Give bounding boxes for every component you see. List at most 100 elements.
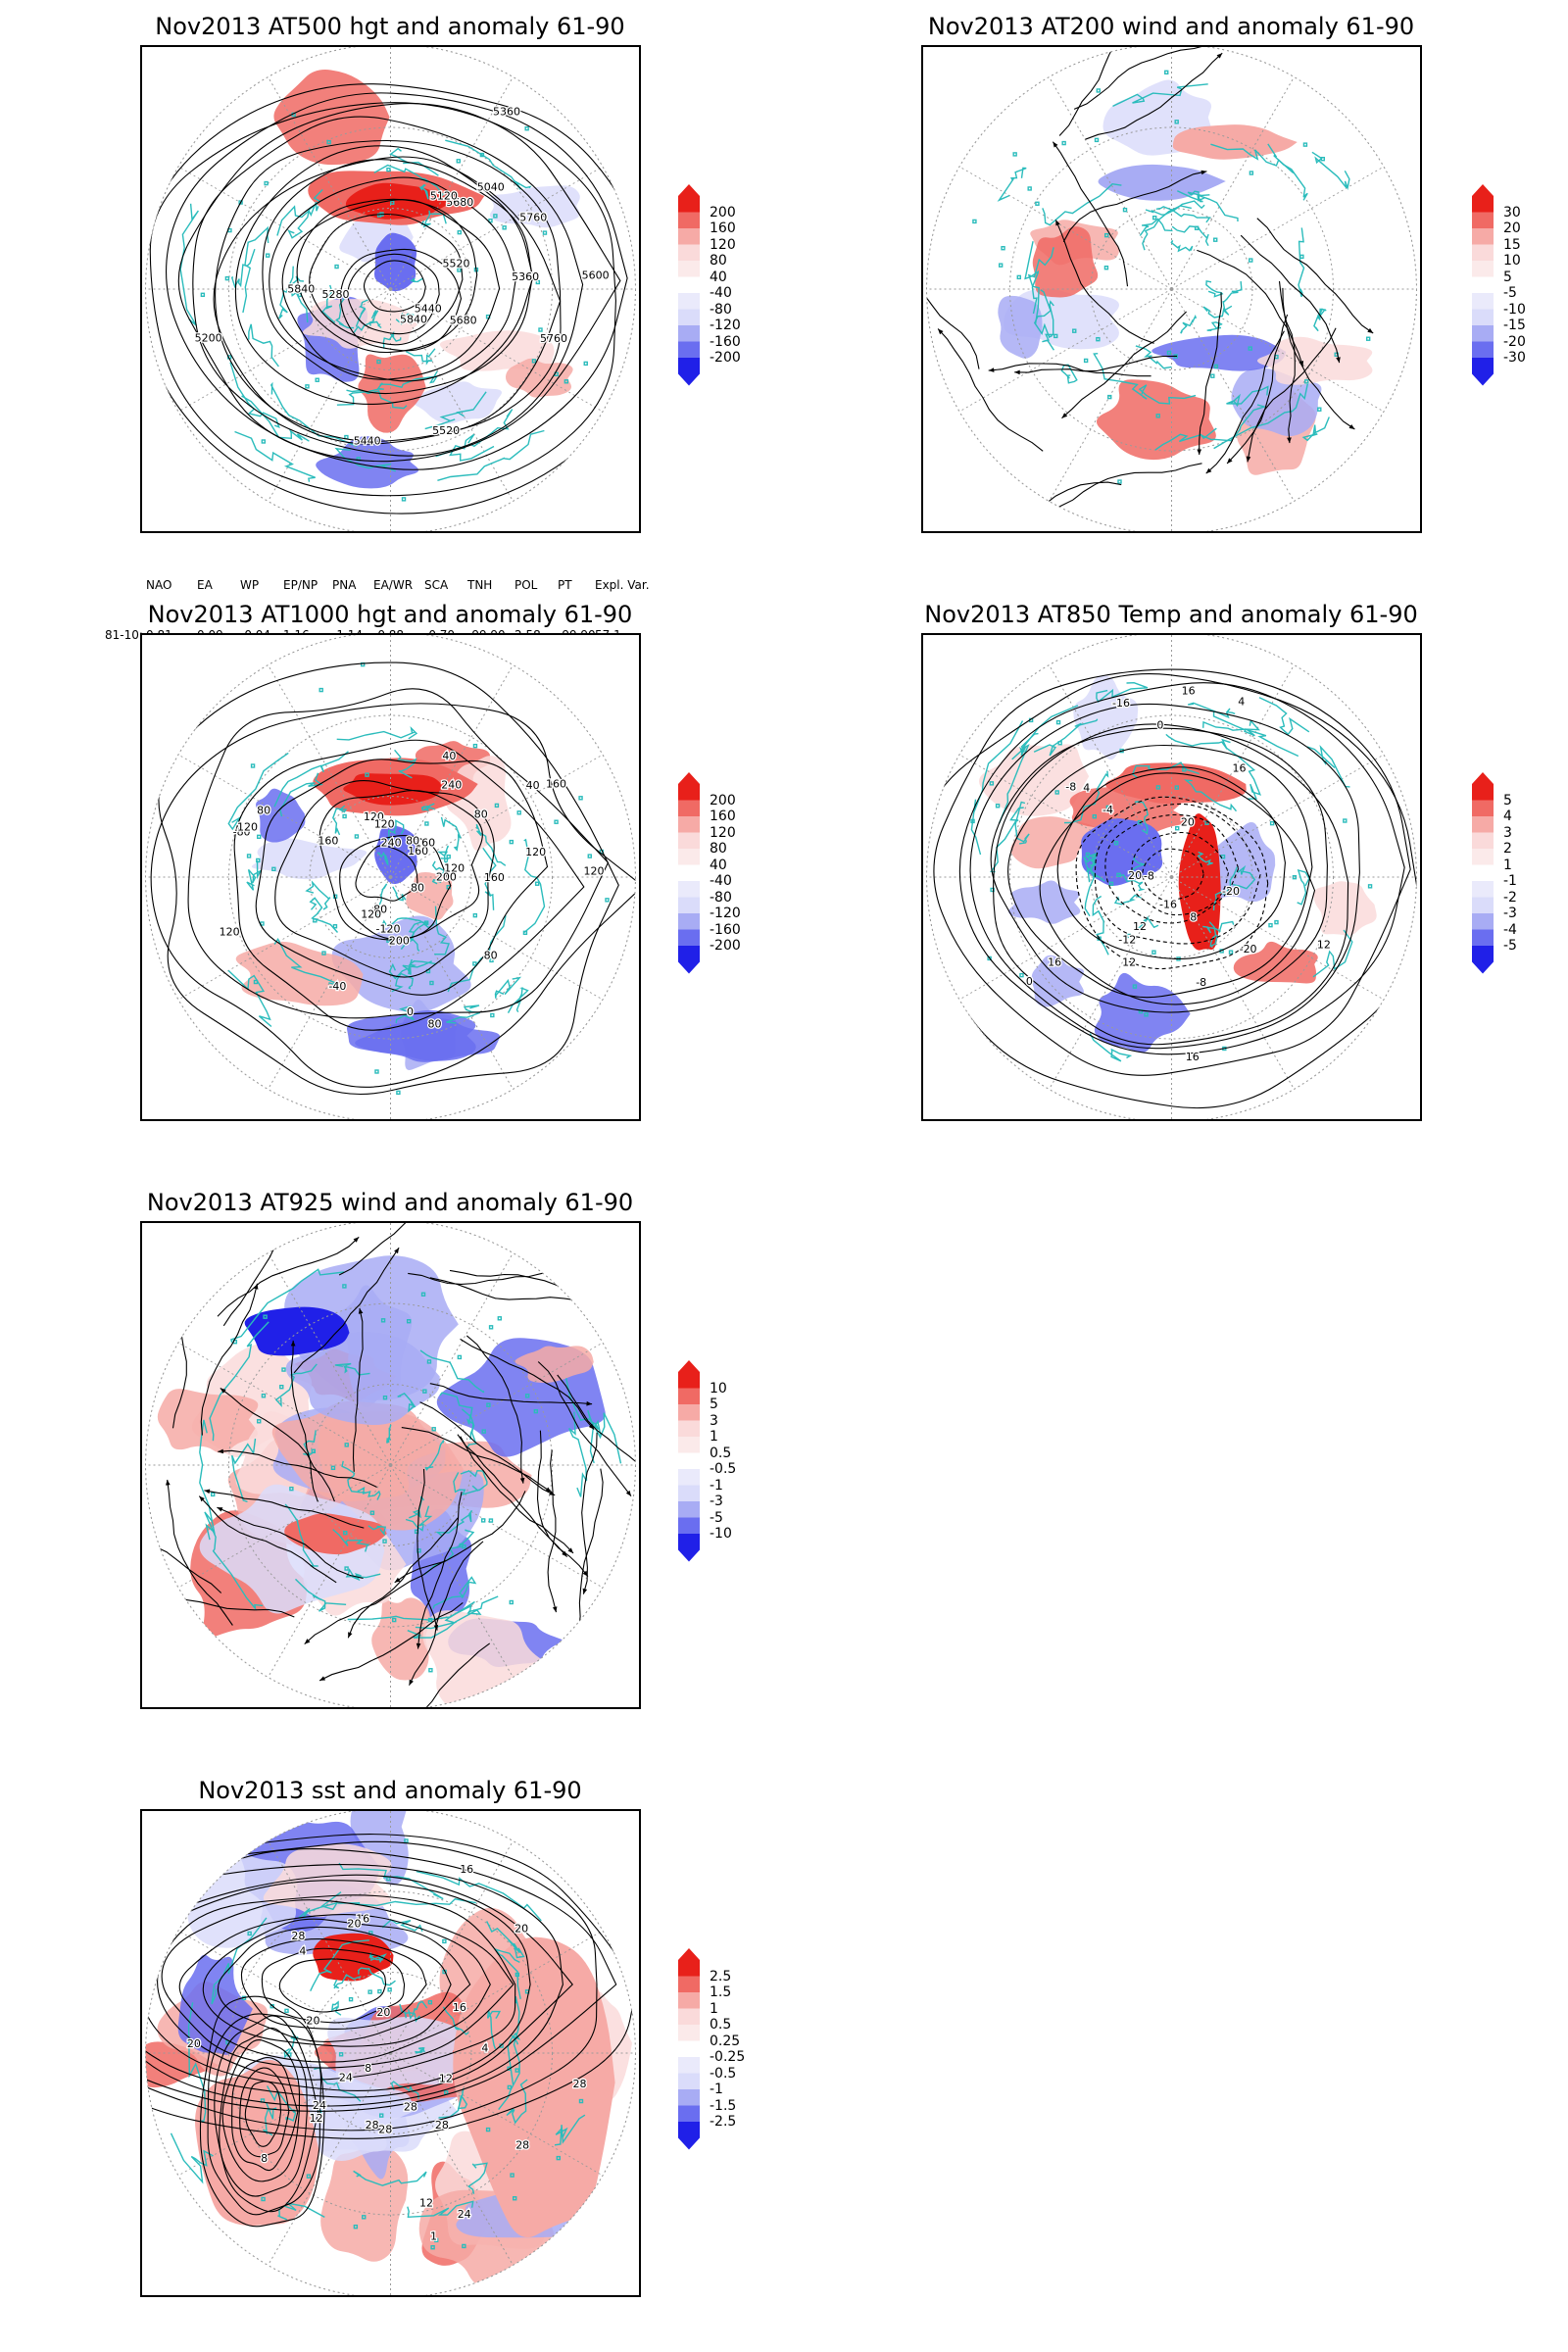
- colorbar-top-arrow: [1472, 772, 1494, 784]
- streamline-arrow: [433, 1624, 439, 1631]
- colorbar-label: -160: [710, 921, 741, 938]
- tc-header-4: PNA: [332, 578, 357, 592]
- contour-label: 12: [1122, 956, 1136, 969]
- colorbar-label: -4: [1503, 921, 1517, 938]
- colorbar-swatch: [1472, 946, 1494, 962]
- colorbar-label: 10: [1503, 253, 1521, 269]
- contour-label: 4: [1238, 696, 1245, 709]
- contour-label: -80: [233, 826, 251, 839]
- colorbar-top-arrow: [678, 772, 700, 784]
- streamline: [1226, 314, 1289, 465]
- contour: [207, 2013, 322, 2216]
- contour-label: 0: [407, 1005, 414, 1018]
- contour-label: 12: [1133, 920, 1147, 933]
- streamline: [429, 1383, 593, 1405]
- contour: [213, 156, 562, 445]
- colorbar-label: 40: [710, 269, 727, 285]
- contour: [281, 199, 501, 380]
- colorbar-swatch: [1472, 881, 1494, 898]
- colorbar-swatch: [1472, 212, 1494, 228]
- contour-label: -4: [1102, 804, 1113, 816]
- streamline-arrow: [319, 1676, 326, 1681]
- colorbar-swatch: [678, 946, 700, 962]
- streamline-arrow: [1048, 508, 1054, 514]
- contour: [150, 703, 636, 1088]
- map-boundary: [145, 1223, 636, 1707]
- graticule: [145, 1223, 636, 1707]
- streamline-arrow: [1246, 456, 1251, 463]
- tc-header-8: POL: [514, 578, 538, 592]
- colorbar-swatch: [1472, 897, 1494, 913]
- tc-row-label: 81-10:: [105, 628, 143, 642]
- streamline: [460, 1338, 595, 1430]
- colorbar-swatch: [678, 881, 700, 898]
- contour-label: 5120: [430, 190, 458, 203]
- colorbar-swatch: [1472, 358, 1494, 374]
- streamline-arrow: [290, 1340, 296, 1347]
- streamline: [318, 1601, 464, 1682]
- contour-label: 160: [318, 834, 338, 847]
- colorbar-label: -0.5: [710, 1461, 737, 1477]
- colorbar-swatch: [678, 325, 700, 342]
- map-frame[interactable]: 28 28 28 24 24 20 16 12 8 4 4 16 12 8 24 28 20 12 16 20 20 20…: [140, 1809, 641, 2297]
- colorbar-swatch: [678, 2073, 700, 2089]
- contour: [215, 139, 562, 442]
- streamline: [394, 1491, 526, 1584]
- map-frame[interactable]: 5840 5760 5680 5520 5440 5360 5280 5040 5120 5200…: [140, 45, 641, 533]
- anomaly-region: [1152, 334, 1287, 371]
- contour-label: 28: [404, 2101, 417, 2114]
- colorbar-label: 5: [1503, 792, 1512, 808]
- colorbar-label: 0.5: [710, 2017, 732, 2033]
- colorbar-swatch: [678, 244, 700, 261]
- anomaly-region: [1032, 226, 1099, 298]
- map-frame[interactable]: [921, 45, 1422, 533]
- contour: [990, 727, 1328, 1013]
- streamline-arrow: [562, 1550, 567, 1557]
- streamline: [167, 1479, 233, 1626]
- tc-header-2: WP: [240, 578, 260, 592]
- streamline: [466, 1335, 524, 1484]
- colorbar-svg: [1472, 184, 1494, 386]
- contour-label: 240: [441, 779, 462, 792]
- contour: [278, 1958, 387, 2013]
- contour-label: 5840: [400, 314, 427, 326]
- anomaly-region: [251, 838, 368, 880]
- coastlines: [179, 112, 588, 502]
- streamline: [460, 1436, 574, 1554]
- panel-at500: Nov2013 AT500 hgt and anomaly 61-90 5840…: [105, 12, 767, 642]
- map-frame[interactable]: 16 12 16 4 0 -4 12 -8 -12 -16 -20 -16 -20 -8 4 0 -8 8 12 16…: [921, 633, 1422, 1121]
- colorbar-swatch: [1472, 196, 1494, 213]
- streamline: [338, 1223, 471, 1276]
- colorbar-swatch: [678, 196, 700, 213]
- contour-label: 4: [1083, 782, 1090, 795]
- map-boundary: [926, 47, 1417, 531]
- streamline: [222, 1223, 304, 1327]
- contour-label: 40: [526, 779, 540, 792]
- colorbar-label: 120: [710, 824, 736, 841]
- contour-label: 120: [361, 907, 381, 920]
- panel-title: Nov2013 AT200 wind and anomaly 61-90: [927, 13, 1415, 40]
- colorbar-swatch: [1472, 341, 1494, 358]
- contour-label: 5760: [540, 332, 567, 345]
- streamline: [1085, 52, 1223, 140]
- panel-title: Nov2013 AT925 wind and anomaly 61-90: [146, 1189, 634, 1216]
- contour: [145, 1848, 617, 2112]
- streamline-arrow: [545, 1487, 552, 1493]
- contour: [161, 1899, 514, 2069]
- anomaly-region: [1233, 941, 1318, 984]
- contour-label: 24: [313, 2099, 326, 2112]
- colorbar-label: 120: [710, 236, 736, 253]
- map-frame[interactable]: 80 120 120 160 160 120 160 80 80 240 240 120 200 120 8…: [140, 633, 641, 1121]
- contour: [262, 159, 533, 395]
- anomaly-region: [1073, 675, 1139, 760]
- map-frame[interactable]: [140, 1221, 641, 1709]
- anomaly-region: [371, 1597, 430, 1681]
- streamline-arrow: [304, 1639, 311, 1644]
- contour-label: 80: [373, 904, 387, 916]
- contour-lines: [926, 668, 1417, 1109]
- contour-label: -20: [1240, 943, 1257, 956]
- tc-header-9: PT: [558, 578, 572, 592]
- contour-label: 16: [460, 1863, 473, 1876]
- streamline: [1199, 292, 1222, 455]
